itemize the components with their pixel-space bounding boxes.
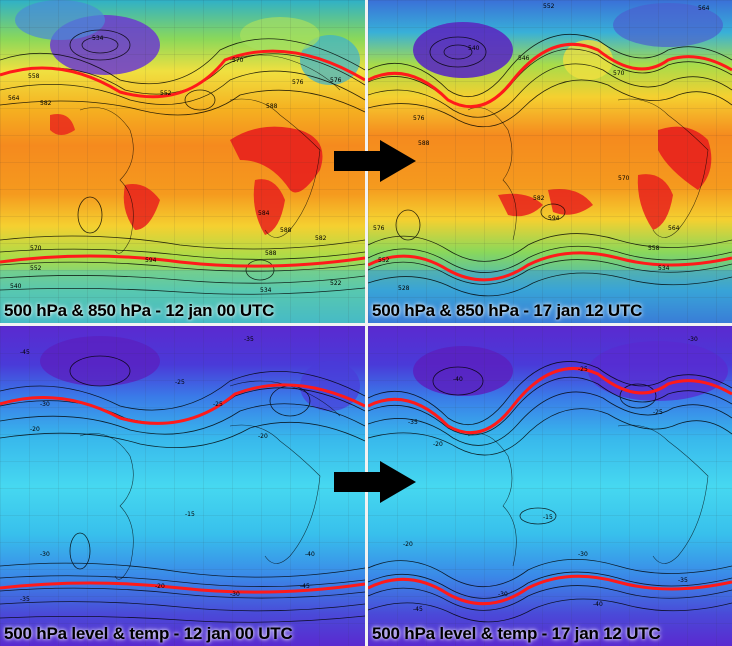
svg-text:534: 534 <box>260 287 272 294</box>
svg-text:-35: -35 <box>678 577 688 584</box>
svg-text:576: 576 <box>413 115 425 122</box>
weather-map-500-17jan: -40 -35 -25 -30 -20 -25 -15 -20 -30 -35 … <box>368 326 732 646</box>
svg-text:-25: -25 <box>213 401 223 408</box>
svg-text:540: 540 <box>468 45 480 52</box>
svg-text:552: 552 <box>30 265 42 272</box>
map-panel-500hpa-12jan: -45 -30 -25 -35 -20 -25 -15 -20 -30 -40 … <box>0 326 365 646</box>
svg-text:588: 588 <box>418 140 430 147</box>
svg-text:584: 584 <box>258 210 270 217</box>
svg-text:528: 528 <box>398 285 410 292</box>
panel-caption: 500 hPa level & temp - 17 jan 12 UTC <box>372 624 661 643</box>
svg-text:552: 552 <box>543 3 555 10</box>
panel-caption: 500 hPa & 850 hPa - 12 jan 00 UTC <box>4 301 275 320</box>
contour-labels-tr: 576 540 546 552 564 570 588 582 594 570 … <box>373 3 710 292</box>
panel-caption: 500 hPa & 850 hPa - 17 jan 12 UTC <box>372 301 643 320</box>
svg-text:-20: -20 <box>258 433 268 440</box>
right-arrow-icon <box>334 140 416 182</box>
svg-text:-15: -15 <box>543 514 553 521</box>
weather-map-850-12jan: 558 534 552 570 576 564 582 588 576 584 … <box>0 0 365 323</box>
svg-text:-30: -30 <box>40 401 50 408</box>
svg-text:576: 576 <box>373 225 385 232</box>
svg-text:-30: -30 <box>578 551 588 558</box>
svg-text:-40: -40 <box>305 551 315 558</box>
svg-text:-40: -40 <box>453 376 463 383</box>
svg-text:-25: -25 <box>578 366 588 373</box>
svg-text:558: 558 <box>648 245 660 252</box>
svg-text:-35: -35 <box>408 419 418 426</box>
svg-text:570: 570 <box>232 57 244 64</box>
contour-labels-tl: 558 534 552 570 576 564 582 588 576 584 … <box>8 35 342 294</box>
svg-text:-30: -30 <box>688 336 698 343</box>
svg-text:534: 534 <box>92 35 104 42</box>
svg-text:-45: -45 <box>300 583 310 590</box>
svg-text:-35: -35 <box>20 596 30 603</box>
contour-labels-bl: -45 -30 -25 -35 -20 -25 -15 -20 -30 -40 … <box>20 336 315 603</box>
svg-text:576: 576 <box>330 77 342 84</box>
map-panel-850hpa-12jan: 558 534 552 570 576 564 582 588 576 584 … <box>0 0 365 323</box>
svg-text:522: 522 <box>330 280 342 287</box>
svg-text:594: 594 <box>145 257 157 264</box>
map-panel-500hpa-17jan: -40 -35 -25 -30 -20 -25 -15 -20 -30 -35 … <box>368 326 732 646</box>
svg-text:582: 582 <box>315 235 327 242</box>
svg-text:570: 570 <box>613 70 625 77</box>
svg-text:-25: -25 <box>653 409 663 416</box>
svg-text:-20: -20 <box>403 541 413 548</box>
svg-text:546: 546 <box>518 55 530 62</box>
svg-text:-35: -35 <box>244 336 254 343</box>
svg-text:576: 576 <box>292 79 304 86</box>
panel-caption: 500 hPa level & temp - 12 jan 00 UTC <box>4 624 293 643</box>
svg-text:564: 564 <box>668 225 680 232</box>
svg-text:564: 564 <box>8 95 20 102</box>
svg-text:-30: -30 <box>498 591 508 598</box>
svg-text:-30: -30 <box>40 551 50 558</box>
svg-text:-45: -45 <box>413 606 423 613</box>
svg-text:558: 558 <box>28 73 40 80</box>
svg-text:564: 564 <box>698 5 710 12</box>
svg-text:552: 552 <box>378 257 390 264</box>
weather-map-850-17jan: 576 540 546 552 564 570 588 582 594 570 … <box>368 0 732 323</box>
svg-text:588: 588 <box>280 227 292 234</box>
svg-text:570: 570 <box>618 175 630 182</box>
svg-text:540: 540 <box>10 283 22 290</box>
svg-text:570: 570 <box>30 245 42 252</box>
svg-text:552: 552 <box>160 90 172 97</box>
svg-text:-20: -20 <box>30 426 40 433</box>
svg-text:582: 582 <box>40 100 52 107</box>
contour-labels-br: -40 -35 -25 -30 -20 -25 -15 -20 -30 -35 … <box>403 336 698 613</box>
right-arrow-icon <box>334 461 416 503</box>
svg-text:594: 594 <box>548 215 560 222</box>
svg-text:582: 582 <box>533 195 545 202</box>
svg-text:-20: -20 <box>433 441 443 448</box>
svg-text:-20: -20 <box>155 583 165 590</box>
svg-text:588: 588 <box>265 250 277 257</box>
weather-map-500-12jan: -45 -30 -25 -35 -20 -25 -15 -20 -30 -40 … <box>0 326 365 646</box>
map-panel-850hpa-17jan: 576 540 546 552 564 570 588 582 594 570 … <box>368 0 732 323</box>
svg-text:-30: -30 <box>230 591 240 598</box>
svg-text:-40: -40 <box>593 601 603 608</box>
svg-text:588: 588 <box>266 103 278 110</box>
svg-text:534: 534 <box>658 265 670 272</box>
svg-text:-45: -45 <box>20 349 30 356</box>
svg-text:-25: -25 <box>175 379 185 386</box>
svg-text:-15: -15 <box>185 511 195 518</box>
